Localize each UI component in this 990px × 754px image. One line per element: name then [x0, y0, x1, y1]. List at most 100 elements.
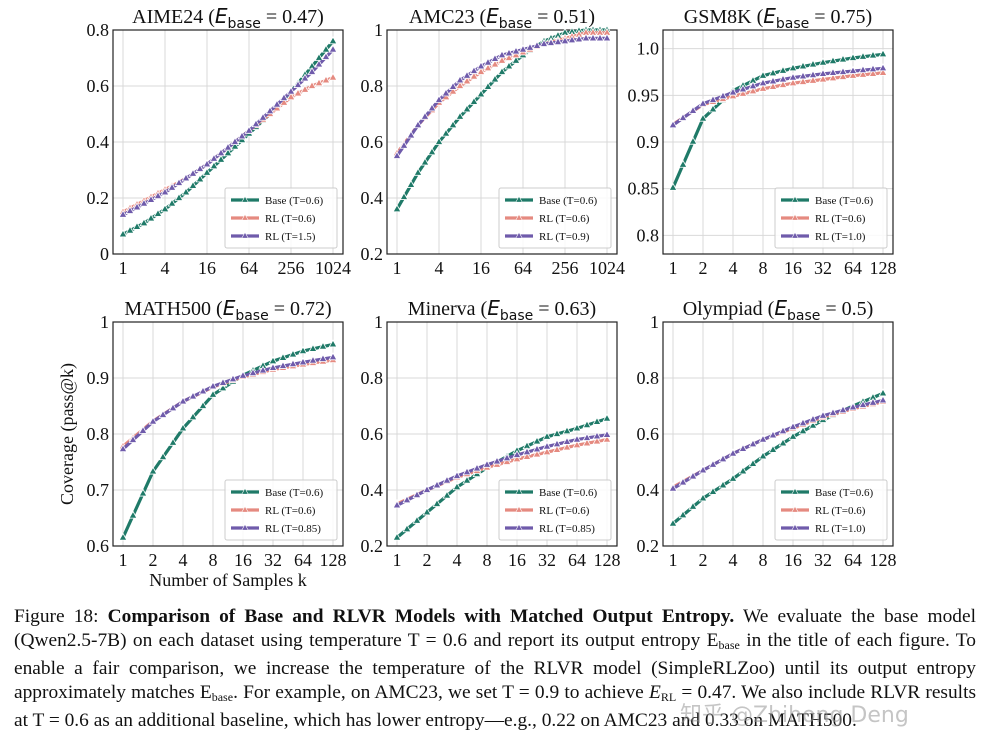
data-point-rl_matched [268, 362, 278, 371]
data-point-rl_matched [688, 105, 698, 114]
data-point-base [808, 59, 818, 68]
data-point-base [738, 466, 748, 475]
data-point-base [118, 532, 128, 541]
data-point-base [434, 136, 444, 145]
legend-label: Base (T=0.6) [815, 195, 873, 207]
x-tick-label: 8 [759, 258, 768, 278]
data-point-rl_matched [138, 425, 148, 434]
series-line-base [121, 342, 334, 539]
legend-marker-rl_matched [791, 231, 799, 239]
data-point-rl_matched [768, 430, 778, 439]
data-point-rl_matched [878, 63, 888, 72]
data-point-rl_matched [237, 131, 247, 140]
data-point-base [128, 510, 138, 519]
legend-box [774, 479, 888, 541]
series-line-rl_low [121, 358, 334, 448]
data-point-base [698, 113, 708, 122]
data-point-rl_matched [125, 206, 135, 214]
data-point-base [511, 55, 521, 64]
panel-minerva: 1 2 4 8 16 32 64 128 0.2 0.4 0.6 0.8 1 Base (T=0.6) RL… [361, 296, 621, 570]
data-point-rl_matched [522, 447, 532, 456]
x-tick-label: 1 [119, 258, 128, 278]
data-point-rl_matched [128, 434, 138, 443]
data-point-rl_matched [592, 431, 602, 440]
legend-marker-rl_low [791, 505, 799, 513]
data-point-base [158, 452, 168, 461]
data-point-rl_matched [251, 119, 261, 128]
panel-title: Olympiad (Ebase = 0.5) [683, 296, 874, 324]
data-point-rl_matched [420, 111, 430, 120]
data-point-base [878, 388, 888, 397]
y-tick-label: 1.0 [637, 39, 660, 59]
data-point-base [208, 389, 218, 398]
x-tick-label: 8 [483, 550, 492, 570]
data-point-rl_matched [818, 68, 828, 77]
legend-marker-base [241, 487, 249, 495]
data-point-base [483, 81, 493, 90]
data-point-rl_matched [768, 76, 778, 85]
legend-marker-base [515, 195, 523, 203]
data-point-base [768, 68, 778, 77]
x-axis-label: Number of Samples k [149, 570, 306, 590]
data-point-rl_matched [178, 396, 188, 405]
data-point-rl_matched [321, 52, 331, 60]
y-tick-label: 0.8 [361, 76, 384, 96]
y-tick-label: 1 [374, 312, 383, 332]
data-point-rl_matched [146, 194, 156, 203]
data-point-rl_low [455, 80, 465, 89]
x-tick-label: 128 [870, 550, 897, 570]
legend-label: RL (T=0.6) [539, 505, 590, 517]
data-point-rl_low [758, 83, 768, 92]
x-tick-label: 16 [784, 550, 802, 570]
data-point-rl_matched [708, 459, 718, 468]
data-point-base [532, 436, 542, 445]
data-point-base [838, 54, 848, 63]
data-point-rl_matched [328, 352, 338, 361]
x-tick-label: 32 [538, 550, 556, 570]
data-point-rl_matched [244, 125, 254, 134]
legend-marker-rl_low [241, 213, 249, 221]
data-point-rl_matched [441, 88, 451, 97]
data-point-base [455, 111, 465, 120]
legend-label: Base (T=0.6) [265, 195, 323, 207]
data-point-rl_low [321, 75, 331, 84]
data-point-rl_matched [448, 81, 458, 90]
legend-marker-rl_matched [515, 523, 523, 531]
y-tick-label: 0.8 [637, 368, 660, 388]
y-tick-label: 0.2 [87, 188, 110, 208]
data-point-base [490, 74, 500, 83]
data-point-base [139, 218, 149, 227]
data-point-rl_low [504, 52, 514, 61]
data-point-rl_matched [153, 191, 163, 200]
data-point-base [758, 451, 768, 460]
data-point-base [562, 426, 572, 435]
data-point-base [174, 192, 184, 201]
data-point-base [708, 486, 718, 495]
legend-label: RL (T=0.85) [539, 523, 595, 535]
legend-marker-rl_low [515, 213, 523, 221]
data-point-base [462, 104, 472, 113]
data-point-rl_matched [838, 66, 848, 75]
data-point-base [146, 213, 156, 222]
legend-label: RL (T=0.9) [539, 231, 590, 243]
y-tick-label: 0.2 [637, 536, 660, 556]
legend-box [498, 479, 612, 541]
data-point-rl_low [878, 67, 888, 76]
data-point-rl_matched [748, 81, 758, 90]
data-point-rl_low [858, 69, 868, 78]
legend-label: RL (T=0.85) [265, 523, 321, 535]
data-point-rl_matched [174, 178, 184, 186]
data-point-rl_matched [202, 159, 212, 168]
data-point-rl_matched [118, 209, 128, 218]
panel-math500: 1 2 4 8 16 32 64 128 0.6 0.7 0.8 0.9 1 Base (T=0.6) RL… [57, 296, 347, 590]
data-point-base [858, 51, 868, 60]
y-tick-label: 0.95 [628, 85, 660, 105]
data-point-base [132, 221, 142, 230]
data-point-rl_matched [314, 59, 324, 68]
data-point-base [413, 167, 423, 176]
data-point-base [688, 501, 698, 510]
x-tick-label: 64 [844, 258, 862, 278]
x-tick-label: 64 [240, 258, 258, 278]
data-point-rl_matched [286, 86, 296, 95]
data-point-rl_matched [392, 500, 402, 509]
